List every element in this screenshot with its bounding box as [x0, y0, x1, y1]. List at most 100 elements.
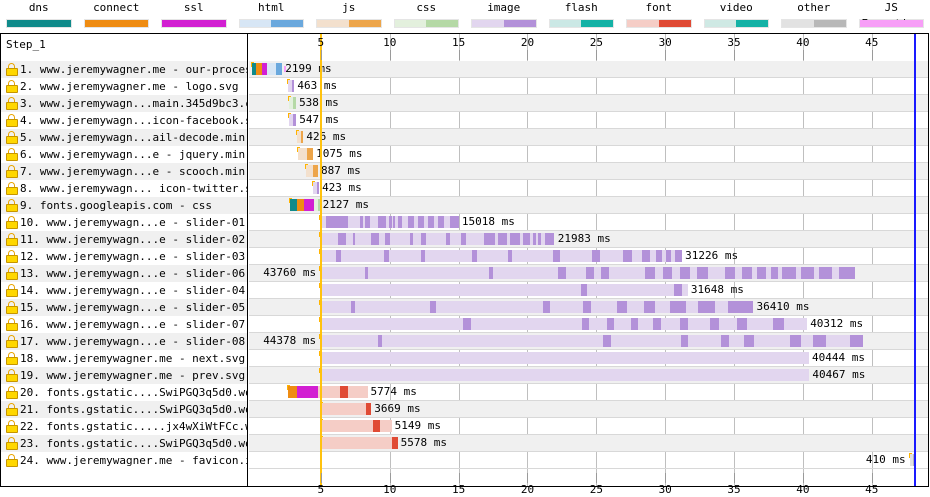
legend-item-flash: flash	[543, 0, 621, 32]
request-bar-image[interactable]	[320, 216, 459, 228]
request-bar-image[interactable]	[320, 301, 753, 313]
request-row[interactable]: 21. fonts.gstatic....SwiPGQ3q5d0.woff2	[1, 401, 247, 418]
legend-swatch	[84, 19, 150, 28]
waterfall-row[interactable]	[249, 61, 928, 78]
request-url: 11. www.jeremywagn...e - slider-02.jpg	[20, 233, 248, 246]
request-bar-font[interactable]	[288, 386, 367, 398]
bar-segment-jsA	[306, 165, 313, 177]
bar-segment-imgA	[614, 318, 631, 330]
lock-icon	[4, 182, 19, 195]
request-row[interactable]: 5. www.jeremywagn...ail-decode.min.js	[1, 129, 247, 146]
request-row[interactable]: 2. www.jeremywagner.me - logo.svg	[1, 78, 247, 95]
lock-icon	[4, 97, 19, 110]
request-row[interactable]: 11. www.jeremywagn...e - slider-02.jpg	[1, 231, 247, 248]
request-row[interactable]: 15. www.jeremywagn...e - slider-05.jpg	[1, 299, 247, 316]
request-bar-html[interactable]	[252, 63, 282, 75]
request-url: 13. www.jeremywagn...e - slider-06.jpg	[20, 267, 248, 280]
request-row[interactable]: 22. fonts.gstatic.....jx4wXiWtFCc.woff2	[1, 418, 247, 435]
bar-segment-imgB	[463, 318, 471, 330]
request-url: 9. fonts.googleapis.com - css	[20, 199, 212, 212]
request-row[interactable]: 16. www.jeremywagn...e - slider-07.jpg	[1, 316, 247, 333]
request-bar-image[interactable]	[289, 114, 297, 126]
request-bar-font[interactable]	[321, 437, 398, 449]
axis-tick-45	[872, 473, 873, 483]
bar-segment-fontB	[340, 386, 348, 398]
bar-segment-htmlA	[267, 63, 276, 75]
bar-segment-imgA	[550, 301, 583, 313]
request-label: 9. fonts.googleapis.com - css	[1, 197, 248, 214]
request-row[interactable]: 12. www.jeremywagn...e - slider-03.jpg	[1, 248, 247, 265]
bar-segment-imgA	[477, 250, 508, 262]
request-row[interactable]: 4. www.jeremywagn...icon-facebook.svg	[1, 112, 247, 129]
request-bar-image[interactable]	[288, 80, 294, 92]
request-row[interactable]: 18. www.jeremywagner.me - next.svg	[1, 350, 247, 367]
waterfall-row[interactable]	[249, 129, 928, 146]
request-row[interactable]: 9. fonts.googleapis.com - css	[1, 197, 247, 214]
request-url: 4. www.jeremywagn...icon-facebook.svg	[20, 114, 248, 127]
request-row[interactable]: 23. fonts.gstatic....SwiPGQ3q5d0.woff2	[1, 435, 247, 452]
request-url: 23. fonts.gstatic....SwiPGQ3q5d0.woff2	[20, 437, 248, 450]
waterfall-row[interactable]	[249, 95, 928, 112]
bar-segment-imgA	[801, 335, 813, 347]
request-row[interactable]: 10. www.jeremywagn...e - slider-01.jpg	[1, 214, 247, 231]
bar-segment-imgB	[698, 301, 715, 313]
request-bar-image[interactable]	[320, 233, 555, 245]
axis-tick-40	[803, 473, 804, 483]
request-bar-image[interactable]	[320, 318, 807, 330]
request-row[interactable]: 13. www.jeremywagn...e - slider-06.jpg	[1, 265, 247, 282]
bar-segment-imgA	[587, 284, 675, 296]
bar-segment-imgB	[583, 301, 591, 313]
bar-segment-imgA	[436, 301, 544, 313]
axis-tick-40	[803, 50, 804, 60]
bar-segment-imgA	[355, 233, 371, 245]
request-bar-js[interactable]	[306, 165, 318, 177]
request-bar-image[interactable]	[320, 267, 855, 279]
request-row[interactable]: 24. www.jeremywagner.me - favicon.ico	[1, 452, 247, 469]
legend-label: flash	[543, 0, 621, 16]
lock-icon	[4, 318, 19, 331]
axis-tick-label-10: 10	[383, 483, 396, 496]
request-bar-font[interactable]	[321, 403, 372, 415]
request-bar-image[interactable]	[320, 335, 863, 347]
axis-tick-label-35: 35	[727, 36, 740, 49]
request-bar-image[interactable]	[320, 250, 682, 262]
request-duration-label: 2127 ms	[323, 199, 369, 211]
request-row[interactable]: 6. www.jeremywagn...e - jquery.min.js	[1, 146, 247, 163]
waterfall-row[interactable]	[249, 78, 928, 95]
bar-segment-imgB	[680, 318, 688, 330]
request-bar-image[interactable]	[313, 182, 319, 194]
request-label: 16. www.jeremywagn...e - slider-07.jpg	[1, 316, 248, 333]
request-row[interactable]: 1. www.jeremywagner.me - our-process	[1, 61, 247, 78]
bar-segment-imgB	[523, 233, 530, 245]
request-bar-font[interactable]	[321, 420, 392, 432]
legend-label: image	[465, 0, 543, 16]
request-bar-css[interactable]	[289, 97, 296, 109]
request-bar-js[interactable]	[297, 131, 303, 143]
request-duration-label: 5149 ms	[395, 420, 441, 432]
request-url: 24. www.jeremywagner.me - favicon.ico	[20, 454, 248, 467]
request-bar-css[interactable]	[290, 199, 319, 211]
axis-tick-label-35: 35	[727, 483, 740, 496]
request-url: 20. fonts.gstatic....SwiPGQ3q5d0.woff2	[20, 386, 248, 399]
request-row[interactable]: 14. www.jeremywagn...e - slider-04.jpg	[1, 282, 247, 299]
request-bar-js[interactable]	[298, 148, 313, 160]
bar-segment-imgB	[790, 335, 801, 347]
request-bar-image[interactable]	[320, 352, 809, 364]
waterfall-row[interactable]	[249, 112, 928, 129]
request-bar-image[interactable]	[320, 284, 688, 296]
bar-segment-imgB	[484, 233, 495, 245]
request-bar-image[interactable]	[320, 369, 809, 381]
bar-segment-jsA	[298, 148, 307, 160]
request-row[interactable]: 3. www.jeremywagn...main.345d9bc3.css	[1, 95, 247, 112]
request-row[interactable]: 17. www.jeremywagn...e - slider-08.jpg	[1, 333, 247, 350]
bar-segment-imgB	[737, 318, 747, 330]
request-row[interactable]: 8. www.jeremywagn... icon-twitter.svg	[1, 180, 247, 197]
request-row[interactable]: 7. www.jeremywagn...e - scooch.min.js	[1, 163, 247, 180]
request-duration-label: 538 ms	[299, 97, 339, 109]
legend-label: JS Execution	[853, 0, 930, 16]
request-row[interactable]: 19. www.jeremywagner.me - prev.svg	[1, 367, 247, 384]
bar-segment-imgA	[346, 233, 353, 245]
request-row[interactable]: 20. fonts.gstatic....SwiPGQ3q5d0.woff2	[1, 384, 247, 401]
bar-segment-imgA	[355, 301, 430, 313]
bar-segment-imgB	[773, 318, 783, 330]
